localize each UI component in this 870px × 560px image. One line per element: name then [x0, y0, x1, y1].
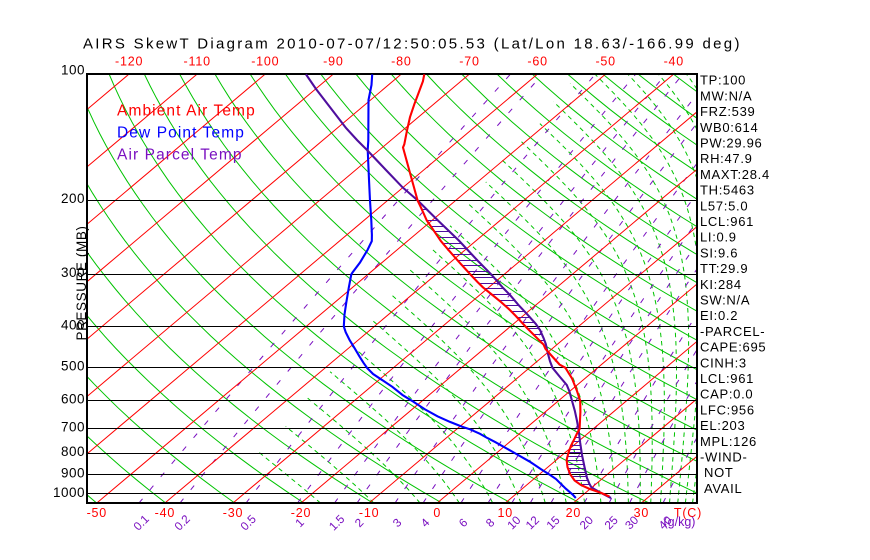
svg-text:-70: -70: [459, 55, 479, 69]
svg-text:T(C): T(C): [674, 506, 702, 520]
svg-text:-80: -80: [391, 55, 411, 69]
svg-text:TH:5463: TH:5463: [700, 183, 755, 198]
svg-text:-10: -10: [359, 506, 379, 520]
svg-text:20: 20: [566, 506, 582, 520]
svg-text:PRESSURE (MB): PRESSURE (MB): [74, 225, 89, 340]
svg-text:Ambient Air Temp: Ambient Air Temp: [117, 103, 256, 120]
svg-text:600: 600: [61, 392, 85, 407]
svg-text:EI:0.2: EI:0.2: [700, 308, 738, 323]
svg-text:LI:0.9: LI:0.9: [700, 230, 737, 245]
svg-text:AVAIL: AVAIL: [704, 481, 742, 496]
svg-text:500: 500: [61, 358, 85, 373]
svg-text:300: 300: [61, 265, 85, 280]
svg-text:CINH:3: CINH:3: [700, 355, 747, 370]
svg-text:PW:29.96: PW:29.96: [700, 136, 762, 151]
svg-text:WB0:614: WB0:614: [700, 120, 758, 135]
svg-text:TP:100: TP:100: [700, 73, 746, 88]
svg-text:-WIND-: -WIND-: [700, 450, 748, 465]
svg-text:LCL:961: LCL:961: [700, 214, 754, 229]
svg-text:NOT: NOT: [704, 465, 734, 480]
svg-text:400: 400: [61, 318, 85, 333]
svg-text:-40: -40: [664, 55, 684, 69]
svg-text:MAXT:28.4: MAXT:28.4: [700, 167, 770, 182]
svg-text:-50: -50: [595, 55, 615, 69]
svg-text:-100: -100: [251, 55, 279, 69]
svg-text:TT:29.9: TT:29.9: [700, 261, 748, 276]
svg-text:700: 700: [61, 420, 85, 435]
svg-text:10: 10: [498, 506, 514, 520]
svg-text:-90: -90: [323, 55, 343, 69]
svg-text:-40: -40: [155, 506, 175, 520]
svg-text:30: 30: [634, 506, 650, 520]
svg-text:1000: 1000: [53, 485, 85, 500]
svg-text:Dew Point Temp: Dew Point Temp: [117, 125, 245, 142]
svg-text:0: 0: [433, 506, 441, 520]
svg-text:(g/kg): (g/kg): [664, 515, 696, 529]
svg-text:-50: -50: [87, 506, 107, 520]
svg-text:-60: -60: [527, 55, 547, 69]
svg-text:100: 100: [61, 63, 85, 78]
svg-text:-30: -30: [223, 506, 243, 520]
svg-text:-110: -110: [184, 55, 211, 69]
svg-text:KI:284: KI:284: [700, 277, 742, 292]
svg-text:900: 900: [61, 466, 85, 481]
svg-text:SI:9.6: SI:9.6: [700, 245, 738, 260]
svg-text:MW:N/A: MW:N/A: [700, 88, 752, 103]
svg-text:-20: -20: [291, 506, 311, 520]
svg-text:EL:203: EL:203: [700, 418, 745, 433]
svg-text:CAP:0.0: CAP:0.0: [700, 387, 753, 402]
svg-text:MPL:126: MPL:126: [700, 434, 757, 449]
svg-text:-PARCEL-: -PARCEL-: [700, 324, 765, 339]
svg-text:800: 800: [61, 444, 85, 459]
svg-text:LFC:956: LFC:956: [700, 402, 755, 417]
svg-text:200: 200: [61, 191, 85, 206]
svg-text:AIRS SkewT Diagram 2010-07-07/: AIRS SkewT Diagram 2010-07-07/12:50:05.5…: [83, 36, 742, 53]
svg-text:CAPE:695: CAPE:695: [700, 340, 766, 355]
svg-text:LCL:961: LCL:961: [700, 371, 754, 386]
svg-text:-120: -120: [115, 55, 143, 69]
svg-text:RH:47.9: RH:47.9: [700, 151, 753, 166]
svg-text:L57:5.0: L57:5.0: [700, 198, 748, 213]
svg-text:FRZ:539: FRZ:539: [700, 104, 755, 119]
svg-text:SW:N/A: SW:N/A: [700, 293, 750, 308]
svg-text:Air Parcel Temp: Air Parcel Temp: [117, 147, 243, 164]
